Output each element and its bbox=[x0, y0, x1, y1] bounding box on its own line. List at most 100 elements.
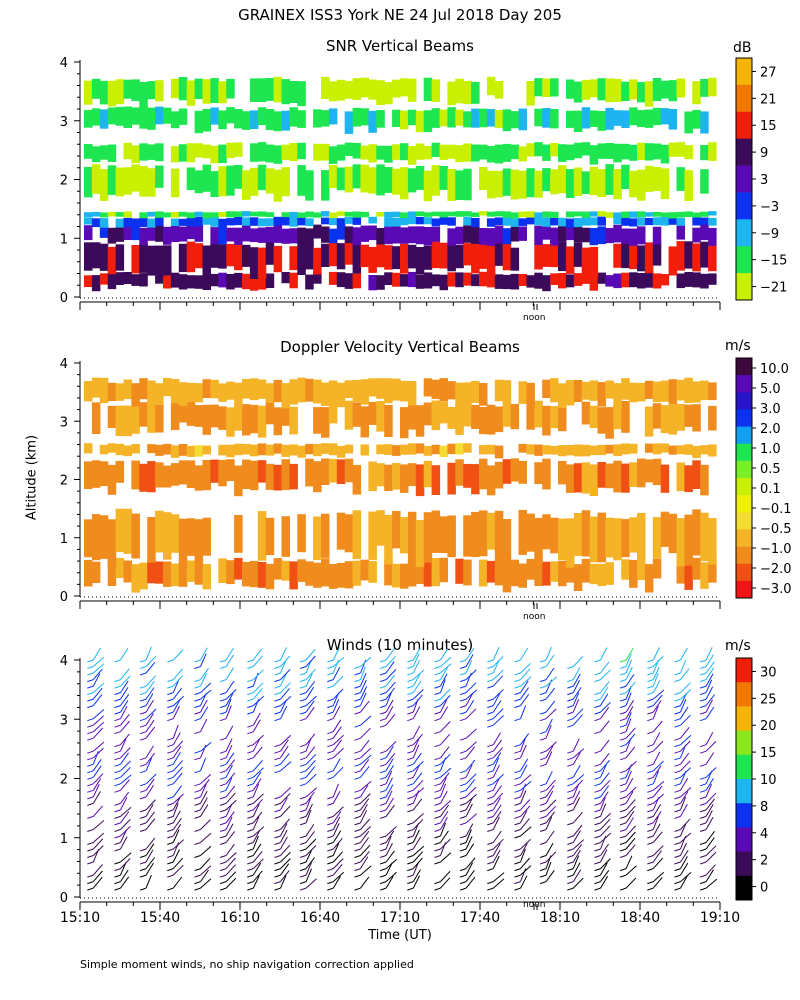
wind-barb-flag bbox=[167, 763, 174, 767]
wind-barb bbox=[492, 816, 500, 830]
wind-barb bbox=[440, 706, 449, 719]
axes-panel-1 bbox=[74, 60, 721, 310]
field-cell bbox=[581, 211, 591, 218]
field-cell bbox=[115, 557, 125, 578]
colorbar-swatch bbox=[736, 730, 752, 756]
wind-barb-flag bbox=[274, 718, 281, 722]
field-cell bbox=[644, 272, 654, 288]
wind-barb bbox=[520, 705, 527, 719]
field-cell bbox=[99, 444, 109, 455]
wind-barb bbox=[332, 830, 342, 843]
wind-barb bbox=[332, 675, 344, 687]
field-cell bbox=[313, 143, 322, 161]
wind-barb-flag bbox=[487, 822, 494, 826]
colorbar-tick-label: 27 bbox=[760, 65, 777, 80]
field-cell bbox=[502, 143, 512, 162]
wind-barb bbox=[680, 796, 687, 811]
wind-barb-flag bbox=[487, 757, 494, 761]
wind-barb-flag bbox=[674, 757, 681, 761]
field-cell bbox=[431, 274, 441, 287]
wind-barb bbox=[705, 878, 718, 889]
field-cell bbox=[621, 211, 630, 218]
field-cell bbox=[210, 217, 219, 227]
field-cell bbox=[565, 110, 575, 128]
field-cell bbox=[384, 226, 393, 245]
wind-barb-flag bbox=[87, 842, 94, 845]
field-cell bbox=[621, 463, 630, 493]
field-cell bbox=[210, 227, 219, 245]
wind-barb-flag bbox=[167, 711, 174, 715]
wind-barb bbox=[492, 792, 504, 804]
field-cell bbox=[257, 275, 267, 290]
field-cell bbox=[455, 170, 464, 200]
field-cell bbox=[163, 561, 172, 587]
field-cell bbox=[336, 562, 346, 588]
field-cell bbox=[494, 170, 504, 198]
wind-barb bbox=[332, 705, 341, 719]
field-cell bbox=[336, 272, 346, 288]
wind-barb bbox=[120, 747, 131, 759]
field-cell bbox=[526, 406, 535, 430]
wind-barb bbox=[545, 718, 553, 732]
field-cell bbox=[297, 165, 306, 196]
wind-barb bbox=[360, 798, 370, 811]
field-cell bbox=[486, 218, 496, 227]
field-cell bbox=[700, 111, 709, 134]
wind-barb-flag bbox=[219, 829, 227, 832]
wind-barb bbox=[440, 663, 452, 674]
wind-barb-flag bbox=[139, 757, 147, 761]
field-cell bbox=[84, 144, 93, 159]
field-cell bbox=[613, 224, 622, 243]
wind-barb-flag bbox=[354, 724, 361, 728]
field-cell bbox=[644, 109, 654, 128]
wind-barb-flag bbox=[139, 822, 147, 826]
wind-barb bbox=[225, 799, 237, 811]
wind-barb bbox=[305, 773, 317, 785]
wind-barb bbox=[572, 862, 581, 876]
field-cell bbox=[510, 247, 520, 271]
field-cell bbox=[376, 110, 385, 128]
field-cell bbox=[131, 225, 140, 241]
wind-barb bbox=[145, 811, 155, 824]
wind-barb-flag bbox=[594, 796, 601, 800]
wind-barb bbox=[145, 693, 154, 706]
wind-barb bbox=[385, 681, 396, 693]
field-cell bbox=[558, 383, 567, 408]
wind-barb-flag bbox=[594, 822, 601, 826]
wind-barb-flag bbox=[274, 698, 281, 702]
wind-barb-flag bbox=[699, 815, 707, 819]
field-cell bbox=[313, 516, 322, 561]
colorbar-swatch bbox=[736, 219, 752, 247]
wind-barb-flag bbox=[619, 724, 627, 728]
field-cell bbox=[155, 224, 164, 242]
field-cell bbox=[613, 383, 622, 408]
wind-barb-flag bbox=[459, 881, 467, 885]
field-cell bbox=[210, 145, 219, 164]
field-cell bbox=[637, 217, 646, 226]
field-cell bbox=[494, 81, 504, 99]
field-cell bbox=[99, 109, 109, 129]
field-cell bbox=[218, 81, 227, 104]
wind-barb bbox=[145, 675, 156, 687]
wind-barb-flag bbox=[699, 842, 707, 845]
field-cell bbox=[526, 211, 535, 218]
field-cell bbox=[471, 511, 480, 558]
wind-barb bbox=[545, 851, 557, 863]
field-cell bbox=[621, 228, 630, 244]
colorbar-tick-label: 0 bbox=[760, 881, 768, 896]
wind-barb bbox=[705, 810, 713, 824]
wind-barb-flag bbox=[167, 822, 174, 826]
field-cell bbox=[249, 460, 259, 491]
wind-barb-flag bbox=[434, 711, 441, 715]
colorbar-swatch bbox=[736, 84, 752, 113]
wind-barb bbox=[652, 694, 663, 706]
field-cell bbox=[581, 142, 591, 156]
wind-barb-flag bbox=[379, 802, 387, 806]
field-cell bbox=[400, 444, 409, 455]
field-cell bbox=[344, 400, 354, 430]
field-cell bbox=[352, 164, 362, 189]
wind-barb-flag bbox=[219, 757, 227, 761]
field-cell bbox=[376, 80, 385, 106]
wind-barb-flag bbox=[487, 672, 494, 676]
wind-barb-flag bbox=[354, 829, 361, 832]
